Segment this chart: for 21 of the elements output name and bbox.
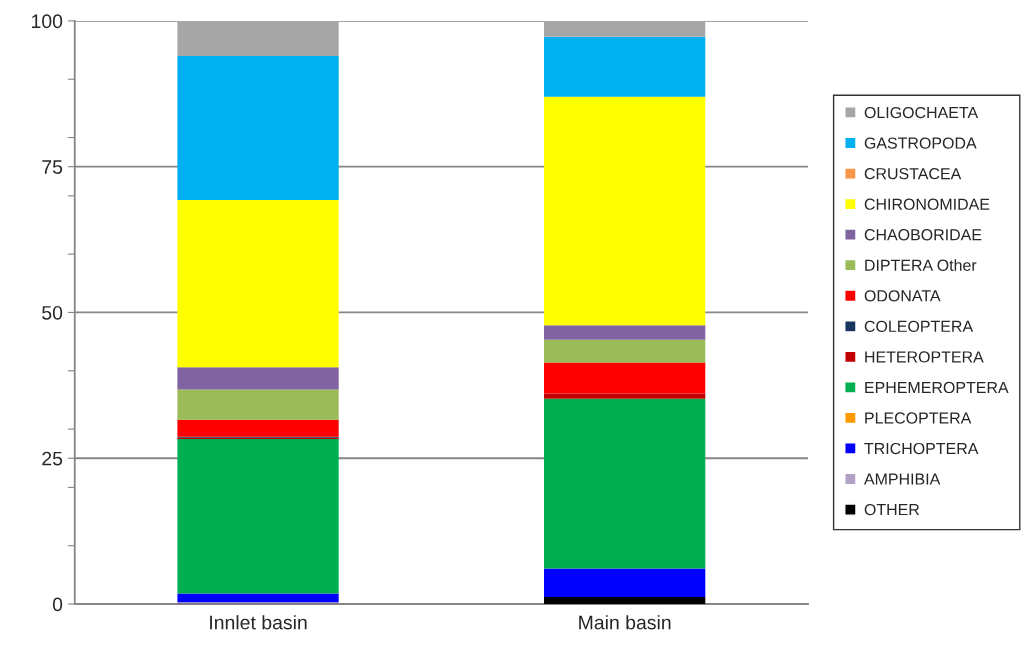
legend-label: OLIGOCHAETA <box>864 106 979 119</box>
x-tick-label: Innlet basin <box>210 615 307 630</box>
legend-label: AMPHIBIA <box>863 473 941 485</box>
legend-label: TRICHOPTERA <box>864 442 979 455</box>
legend-label: GASTROPODA <box>864 137 977 149</box>
legend-label: CRUSTACEA <box>864 168 962 180</box>
legend-label: OTHER <box>864 503 920 516</box>
x-tick-label: Main basin <box>579 615 671 630</box>
y-tick-label: 0 <box>52 597 63 612</box>
legend-label: HETEROPTERA <box>865 351 984 363</box>
legend-label: EPHEMEROPTERA <box>865 381 1009 394</box>
y-tick-label: 50 <box>42 305 63 320</box>
y-tick-label: 100 <box>31 14 63 29</box>
legend-label: PLECOPTERA <box>865 412 972 424</box>
legend-label: DIPTERA Other <box>865 259 977 271</box>
legend-label: CHIRONOMIDAE <box>864 198 990 210</box>
legend-label: COLEOPTERA <box>864 320 974 333</box>
y-tick-label: 25 <box>42 451 63 466</box>
legend-label: CHAOBORIDAE <box>864 229 982 241</box>
legend-label: ODONATA <box>864 290 941 302</box>
y-tick-label: 75 <box>42 160 63 174</box>
